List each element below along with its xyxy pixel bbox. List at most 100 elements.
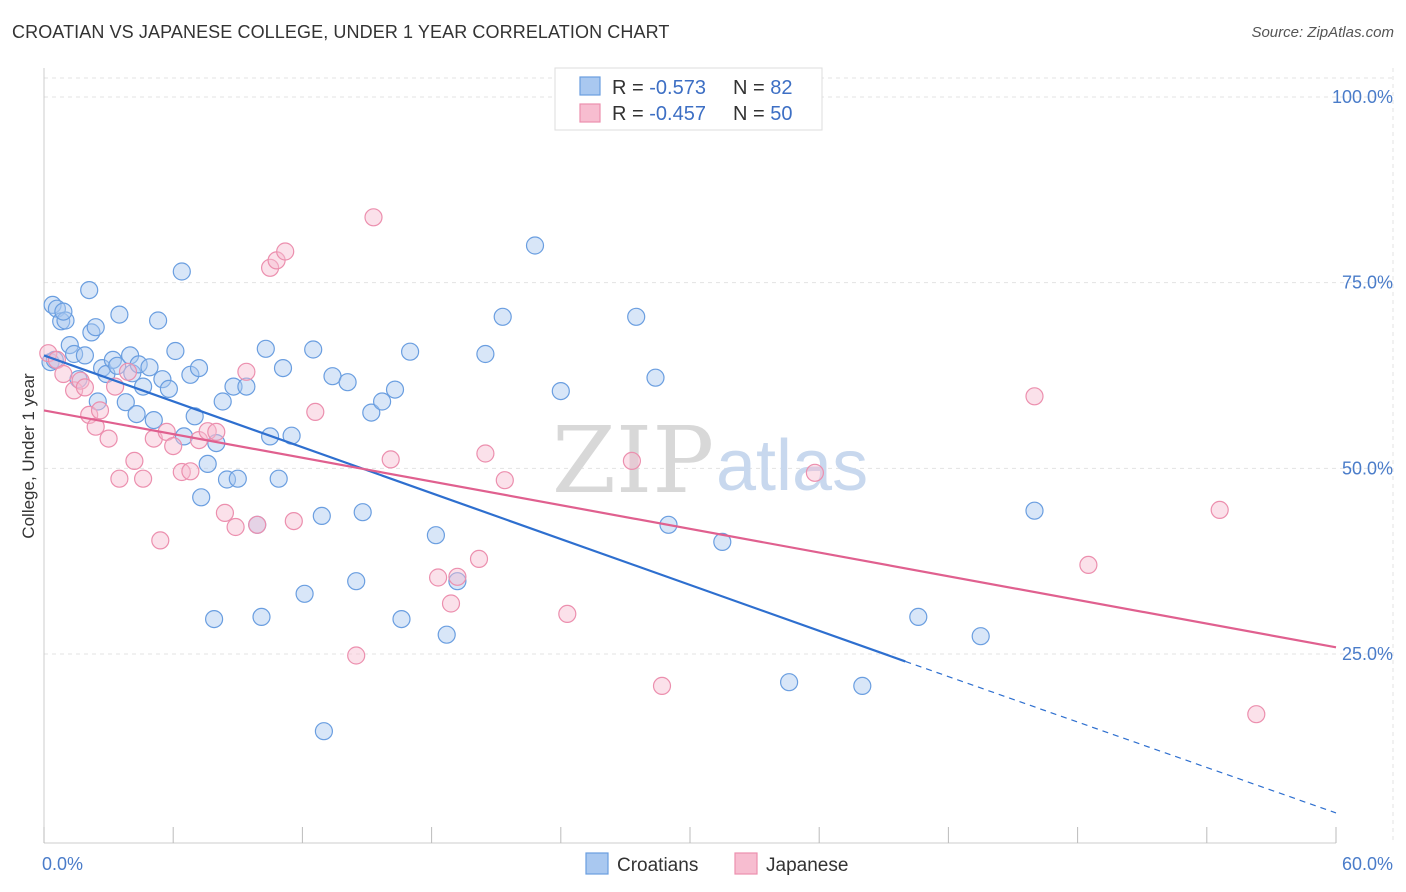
croatians-point-49 bbox=[252, 607, 271, 627]
croatians-point-45 bbox=[237, 377, 256, 396]
croatians-point-69 bbox=[476, 344, 495, 364]
japanese-point-26 bbox=[237, 362, 256, 381]
croatians-point-74 bbox=[646, 368, 665, 387]
y-tick-label-100: 100.0% bbox=[1332, 87, 1393, 107]
croatians-point-73 bbox=[627, 307, 646, 326]
croatians-point-10 bbox=[75, 346, 95, 365]
japanese-point-47 bbox=[1079, 555, 1098, 575]
japanese-point-34 bbox=[364, 208, 383, 227]
y-axis-title: College, Under 1 year bbox=[19, 373, 38, 539]
croatians-point-51 bbox=[273, 359, 293, 378]
croatians-point-12 bbox=[80, 281, 99, 300]
japanese-point-5 bbox=[75, 378, 95, 397]
japanese-point-45 bbox=[805, 463, 825, 482]
japanese-point-28 bbox=[261, 258, 280, 277]
japanese-point-14 bbox=[134, 469, 153, 488]
japanese-point-38 bbox=[448, 567, 467, 586]
japanese-point-46 bbox=[1025, 387, 1044, 406]
y-tick-label-25: 25.0% bbox=[1342, 644, 1393, 664]
legend-r-value-japanese: -0.457 bbox=[649, 103, 706, 125]
croatians-point-54 bbox=[304, 340, 323, 359]
legend-n-croatians: N = 82 bbox=[733, 77, 793, 99]
croatians-point-53 bbox=[295, 584, 314, 603]
croatians-point-20 bbox=[116, 393, 135, 412]
legend-swatch-croatians bbox=[579, 76, 601, 96]
x-axis-ticks bbox=[43, 827, 1337, 843]
croatians-point-31 bbox=[166, 341, 185, 361]
croatians-points bbox=[41, 236, 1044, 741]
japanese-point-30 bbox=[276, 242, 295, 261]
y-tick-labels: 25.0% 50.0% 75.0% 100.0% bbox=[1332, 87, 1393, 664]
japanese-trend-line bbox=[43, 409, 1337, 649]
croatians-point-40 bbox=[213, 392, 232, 411]
y-tick-label-75: 75.0% bbox=[1342, 273, 1393, 293]
series-legend-swatch-japanese bbox=[734, 852, 758, 875]
croatians-point-43 bbox=[205, 609, 224, 629]
source-credit: Source: ZipAtlas.com bbox=[1251, 24, 1394, 41]
croatians-point-30 bbox=[159, 379, 178, 398]
croatians-point-28 bbox=[149, 311, 168, 330]
x-tick-label-min: 0.0% bbox=[42, 854, 83, 874]
series-legend-swatch-croatians bbox=[585, 852, 609, 875]
japanese-point-33 bbox=[347, 646, 366, 665]
croatians-point-56 bbox=[323, 367, 342, 386]
series-legend: Croatians Japanese bbox=[585, 852, 848, 876]
croatians-point-81 bbox=[1025, 501, 1044, 520]
croatians-point-26 bbox=[140, 358, 159, 377]
japanese-point-12 bbox=[118, 362, 138, 381]
japanese-point-43 bbox=[622, 451, 642, 470]
japanese-point-31 bbox=[284, 511, 303, 531]
japanese-point-18 bbox=[164, 437, 183, 456]
japanese-point-11 bbox=[110, 469, 129, 488]
japanese-point-8 bbox=[90, 401, 110, 420]
croatians-point-29 bbox=[153, 370, 172, 389]
croatians-point-66 bbox=[426, 526, 445, 545]
croatians-point-59 bbox=[347, 572, 366, 591]
legend-r-value-croatians: -0.573 bbox=[649, 77, 706, 99]
legend-swatch-japanese bbox=[579, 103, 601, 123]
croatians-point-37 bbox=[192, 488, 211, 507]
croatians-point-68 bbox=[448, 572, 467, 591]
series-legend-label-japanese: Japanese bbox=[766, 855, 848, 876]
japanese-point-49 bbox=[1247, 705, 1266, 724]
japanese-point-36 bbox=[429, 568, 448, 587]
croatians-point-19 bbox=[110, 305, 129, 324]
japanese-point-27 bbox=[248, 515, 267, 534]
croatians-point-78 bbox=[853, 676, 872, 696]
legend-r-label-japanese: R = bbox=[612, 103, 649, 125]
japanese-point-41 bbox=[495, 471, 514, 490]
japanese-point-20 bbox=[181, 462, 200, 481]
japanese-point-39 bbox=[469, 549, 489, 569]
japanese-point-9 bbox=[99, 429, 118, 448]
japanese-point-25 bbox=[226, 517, 245, 537]
croatians-point-65 bbox=[401, 342, 420, 361]
croatians-point-79 bbox=[909, 607, 928, 627]
japanese-point-37 bbox=[441, 594, 461, 613]
japanese-point-3 bbox=[64, 381, 84, 400]
croatians-point-5 bbox=[56, 311, 75, 330]
croatians-point-57 bbox=[314, 722, 333, 741]
legend-row-croatians: R = -0.573 bbox=[612, 77, 706, 99]
croatians-point-13 bbox=[86, 318, 105, 337]
legend-n-label-croatians: N = bbox=[733, 77, 770, 99]
legend-n-japanese: N = 50 bbox=[733, 103, 793, 125]
croatians-point-63 bbox=[385, 380, 405, 399]
croatians-point-55 bbox=[312, 506, 331, 526]
croatians-point-76 bbox=[713, 532, 732, 552]
japanese-point-40 bbox=[476, 444, 495, 463]
japanese-point-13 bbox=[125, 451, 144, 470]
croatians-point-36 bbox=[189, 359, 209, 378]
croatians-point-23 bbox=[127, 405, 146, 424]
croatians-point-70 bbox=[493, 307, 512, 326]
legend-n-value-croatians: 82 bbox=[770, 77, 792, 99]
croatians-point-38 bbox=[198, 454, 217, 473]
croatians-point-77 bbox=[779, 673, 799, 692]
croatians-point-62 bbox=[373, 392, 392, 411]
japanese-point-24 bbox=[215, 503, 234, 523]
croatians-point-71 bbox=[525, 236, 545, 255]
japanese-point-48 bbox=[1210, 500, 1229, 519]
croatians-point-61 bbox=[362, 403, 381, 422]
y-tick-label-50: 50.0% bbox=[1342, 458, 1393, 478]
croatians-trend-line bbox=[43, 354, 906, 663]
